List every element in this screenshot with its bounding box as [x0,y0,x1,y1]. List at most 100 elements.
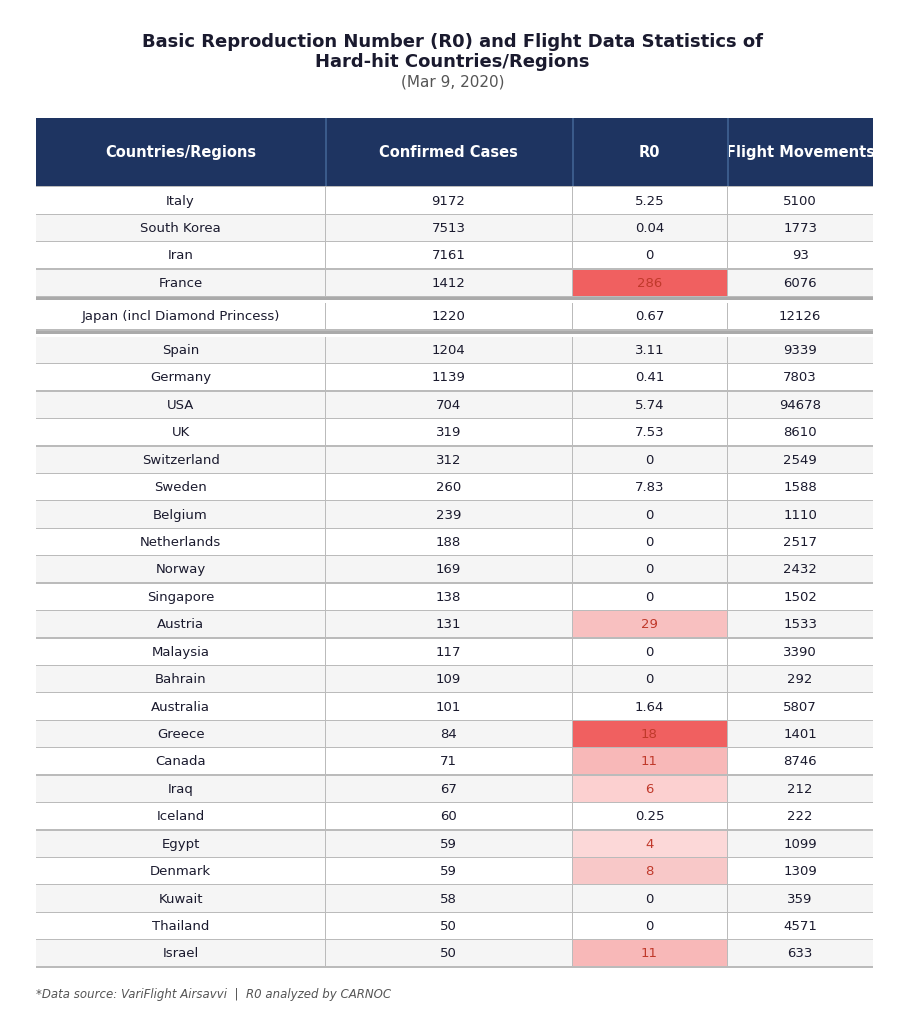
Text: 7.53: 7.53 [634,426,664,439]
Text: 12126: 12126 [779,310,821,324]
Text: 222: 222 [787,810,813,823]
Text: Belgium: Belgium [153,509,208,521]
Text: Iran: Iran [167,250,194,262]
Text: 188: 188 [436,536,462,549]
Text: 58: 58 [440,893,457,905]
Text: 0: 0 [645,563,653,577]
Text: Bahrain: Bahrain [155,673,206,686]
Text: 1.64: 1.64 [634,700,664,714]
Text: 7803: 7803 [783,372,817,384]
Text: Norway: Norway [156,563,205,577]
Text: Hard-hit Countries/Regions: Hard-hit Countries/Regions [315,53,590,72]
Text: 0.25: 0.25 [634,810,664,823]
Text: 1502: 1502 [783,591,817,604]
Text: 3.11: 3.11 [634,344,664,357]
Text: 312: 312 [435,454,462,467]
Text: Iceland: Iceland [157,810,205,823]
Text: 0: 0 [645,591,653,604]
Text: Denmark: Denmark [150,865,211,879]
Text: 50: 50 [440,920,457,933]
Text: 4571: 4571 [783,920,817,933]
Text: 29: 29 [641,618,658,632]
Text: Singapore: Singapore [147,591,214,604]
Text: USA: USA [167,399,195,412]
Text: 11: 11 [641,947,658,961]
Text: Germany: Germany [150,372,211,384]
Text: 5.25: 5.25 [634,195,664,208]
Text: *Data source: VariFlight Airsavvi  |  R0 analyzed by CARNOC: *Data source: VariFlight Airsavvi | R0 a… [36,988,391,1001]
Text: Iraq: Iraq [167,783,194,796]
Text: Countries/Regions: Countries/Regions [105,145,256,160]
Text: 260: 260 [436,481,462,495]
Text: 169: 169 [436,563,462,577]
Text: 0: 0 [645,250,653,262]
Text: 11: 11 [641,756,658,768]
Text: 2432: 2432 [783,563,817,577]
Text: Japan (incl Diamond Princess): Japan (incl Diamond Princess) [81,310,280,324]
Text: 1204: 1204 [432,344,465,357]
Text: 5807: 5807 [783,700,817,714]
Text: 8746: 8746 [783,756,817,768]
Text: Greece: Greece [157,728,205,741]
Text: Spain: Spain [162,344,199,357]
Text: R0: R0 [639,145,660,160]
Text: 93: 93 [792,250,808,262]
Text: Egypt: Egypt [161,838,200,851]
Text: 138: 138 [436,591,462,604]
Text: 94678: 94678 [779,399,821,412]
Text: 704: 704 [436,399,462,412]
Text: Italy: Italy [167,195,195,208]
Text: 1412: 1412 [432,276,465,290]
Text: 1099: 1099 [783,838,817,851]
Text: Canada: Canada [156,756,206,768]
Text: 18: 18 [641,728,658,741]
Text: 67: 67 [440,783,457,796]
Text: 4: 4 [645,838,653,851]
Text: 7.83: 7.83 [634,481,664,495]
Text: 101: 101 [436,700,462,714]
Text: 131: 131 [435,618,462,632]
Text: 59: 59 [440,865,457,879]
Text: 5.74: 5.74 [634,399,664,412]
Text: 6076: 6076 [783,276,817,290]
Text: 109: 109 [436,673,462,686]
Text: 1110: 1110 [783,509,817,521]
Text: 9339: 9339 [783,344,817,357]
Text: 3390: 3390 [783,646,817,658]
Text: 8: 8 [645,865,653,879]
Text: 0.04: 0.04 [634,222,664,236]
Text: 7161: 7161 [432,250,465,262]
Text: 319: 319 [436,426,462,439]
Text: France: France [158,276,203,290]
Text: 212: 212 [787,783,813,796]
Text: 60: 60 [440,810,457,823]
Text: 5100: 5100 [783,195,817,208]
Text: 0: 0 [645,893,653,905]
Text: 1588: 1588 [783,481,817,495]
Text: 0: 0 [645,920,653,933]
Text: 0: 0 [645,536,653,549]
Text: Israel: Israel [163,947,199,961]
Text: 84: 84 [440,728,457,741]
Text: 239: 239 [436,509,462,521]
Text: Malaysia: Malaysia [152,646,210,658]
Text: 1139: 1139 [432,372,465,384]
Text: 0: 0 [645,673,653,686]
Text: 71: 71 [440,756,457,768]
Text: Kuwait: Kuwait [158,893,203,905]
Text: 0.41: 0.41 [634,372,664,384]
Text: 0: 0 [645,646,653,658]
Text: 9172: 9172 [432,195,465,208]
Text: 359: 359 [787,893,813,905]
Text: Basic Reproduction Number (R0) and Flight Data Statistics of: Basic Reproduction Number (R0) and Fligh… [142,33,763,51]
Text: 7513: 7513 [432,222,465,236]
Text: 1401: 1401 [783,728,817,741]
Text: 2549: 2549 [783,454,817,467]
Text: 0: 0 [645,454,653,467]
Text: 59: 59 [440,838,457,851]
Text: 8610: 8610 [783,426,817,439]
Text: (Mar 9, 2020): (Mar 9, 2020) [401,75,504,90]
Text: 6: 6 [645,783,653,796]
Text: 1773: 1773 [783,222,817,236]
Text: Switzerland: Switzerland [142,454,220,467]
